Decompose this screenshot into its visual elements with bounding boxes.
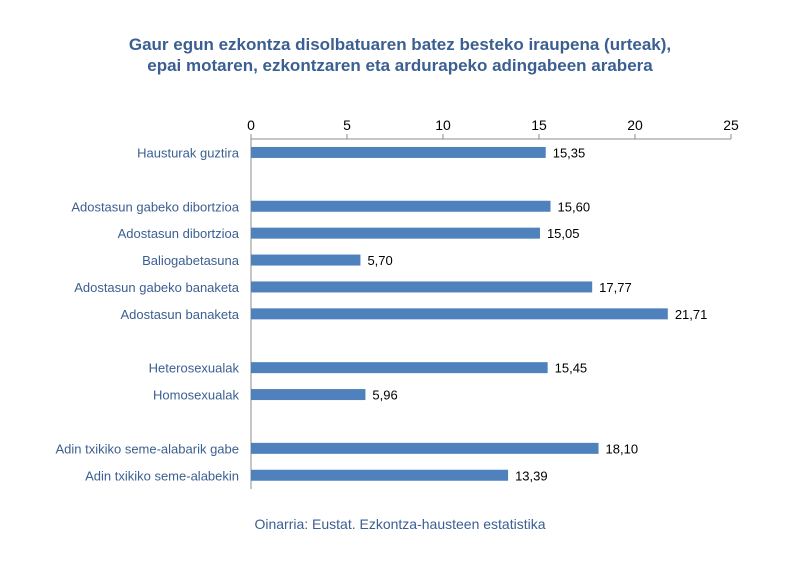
data-label: 5,70 <box>367 253 392 268</box>
category-label: Baliogabetasuna <box>142 253 240 268</box>
data-label: 15,05 <box>547 226 580 241</box>
data-label: 5,96 <box>372 388 397 403</box>
x-tick-label: 25 <box>723 117 739 133</box>
data-label: 15,45 <box>555 361 588 376</box>
bar <box>251 200 551 212</box>
category-label: Adostasun banaketa <box>120 307 239 322</box>
source-note: Oinarria: Eustat. Ezkontza-hausteen esta… <box>254 516 546 532</box>
category-label: Homosexualak <box>153 388 239 403</box>
x-tick-label: 5 <box>343 117 351 133</box>
category-label: Adostasun gabeko banaketa <box>74 280 240 295</box>
bar <box>251 389 366 401</box>
chart-title: Gaur egun ezkontza disolbatuaren batez b… <box>0 34 800 76</box>
x-tick-label: 20 <box>627 117 643 133</box>
category-label: Heterosexualak <box>149 361 240 376</box>
data-label: 15,35 <box>553 145 586 160</box>
category-label: Adostasun gabeko dibortzioa <box>71 199 239 214</box>
chart-title-line-1: Gaur egun ezkontza disolbatuaren batez b… <box>128 35 672 54</box>
category-label: Adin txikiko seme-alabarik gabe <box>55 441 239 456</box>
category-label: Adin txikiko seme-alabekin <box>85 468 239 483</box>
bar <box>251 254 361 266</box>
chart-title-line-2: epai motaren, ezkontzaren eta ardurapeko… <box>147 56 653 75</box>
bar <box>251 442 599 454</box>
data-label: 13,39 <box>515 468 548 483</box>
x-tick-label: 15 <box>531 117 547 133</box>
x-tick-label: 10 <box>435 117 451 133</box>
category-label: Hausturak guztira <box>137 145 240 160</box>
bar <box>251 281 593 293</box>
bar <box>251 362 548 374</box>
bar <box>251 469 509 481</box>
data-label: 17,77 <box>599 280 632 295</box>
category-label: Adostasun dibortzioa <box>118 226 240 241</box>
bar <box>251 146 546 158</box>
x-tick-label: 0 <box>247 117 255 133</box>
data-label: 21,71 <box>675 307 708 322</box>
data-label: 18,10 <box>606 441 639 456</box>
bar <box>251 227 540 239</box>
bar <box>251 308 668 320</box>
data-label: 15,60 <box>558 199 591 214</box>
